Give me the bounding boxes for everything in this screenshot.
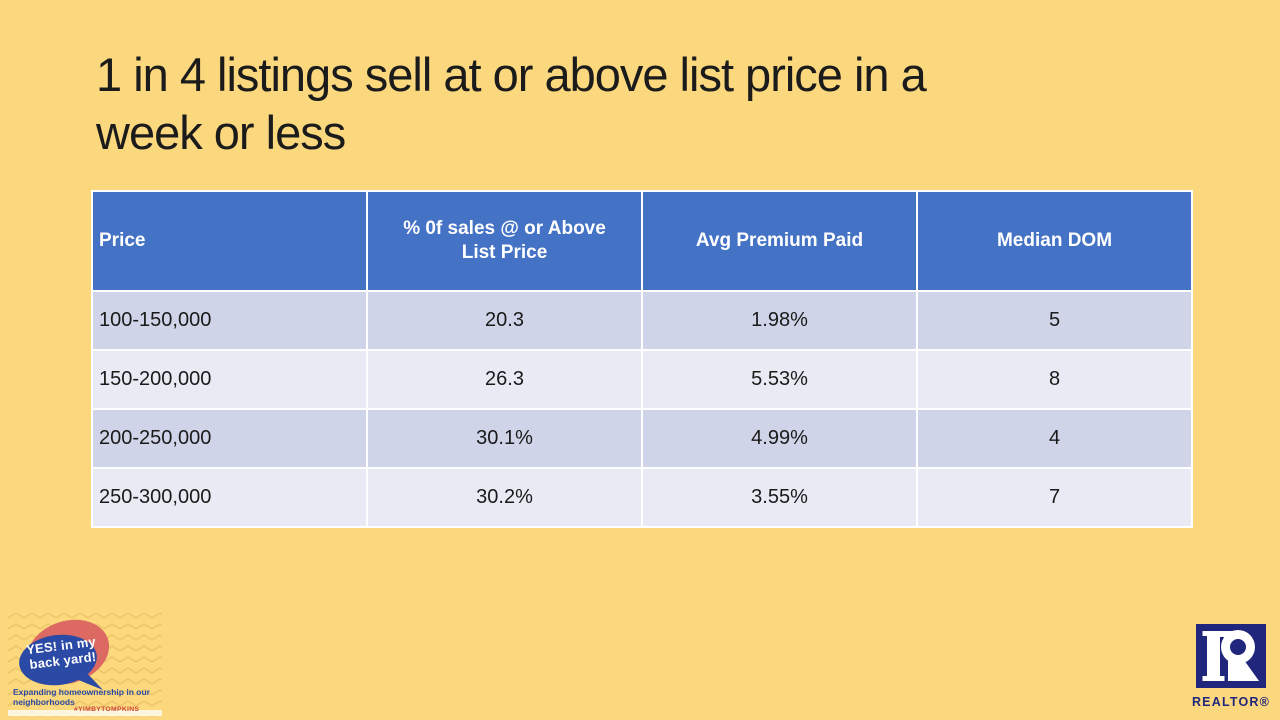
realtor-logo: REALTOR®: [1191, 624, 1271, 709]
column-header-avg-premium-paid: Avg Premium Paid: [641, 190, 918, 292]
realtor-label: REALTOR®: [1191, 695, 1271, 709]
cell-median-dom: 4: [916, 408, 1193, 469]
price-stats-table: Price % 0f sales @ or Above List Price A…: [91, 190, 1193, 528]
yimby-hashtag: #YIMBYTOMPKINS: [74, 706, 140, 713]
cell-avg-premium: 3.55%: [641, 467, 918, 528]
yimby-logo: YES! in my back yard! Expanding homeowne…: [8, 610, 162, 716]
cell-pct-at-or-above: 26.3: [366, 349, 643, 410]
cell-price-range: 200-250,000: [91, 408, 368, 469]
cell-median-dom: 8: [916, 349, 1193, 410]
yimby-tagline: Expanding homeownership in our neighborh…: [13, 687, 150, 707]
column-header-median-dom: Median DOM: [916, 190, 1193, 292]
cell-pct-at-or-above: 20.3: [366, 290, 643, 351]
realtor-r-icon: [1196, 624, 1266, 688]
column-header-price: Price: [91, 190, 368, 292]
cell-pct-at-or-above: 30.1%: [366, 408, 643, 469]
cell-avg-premium: 1.98%: [641, 290, 918, 351]
slide-title: 1 in 4 listings sell at or above list pr…: [96, 46, 927, 162]
slide-title-line-1: 1 in 4 listings sell at or above list pr…: [96, 48, 927, 101]
table-row: 150-200,000 26.3 5.53% 8: [91, 349, 1193, 410]
table-header-row: Price % 0f sales @ or Above List Price A…: [91, 190, 1193, 292]
cell-price-range: 100-150,000: [91, 290, 368, 351]
cell-median-dom: 5: [916, 290, 1193, 351]
cell-price-range: 150-200,000: [91, 349, 368, 410]
cell-avg-premium: 5.53%: [641, 349, 918, 410]
cell-avg-premium: 4.99%: [641, 408, 918, 469]
cell-pct-at-or-above: 30.2%: [366, 467, 643, 528]
yimby-speech-bubble-icon: [8, 610, 162, 716]
slide-title-line-2: week or less: [96, 106, 346, 159]
cell-median-dom: 7: [916, 467, 1193, 528]
yimby-tagline-line-2: neighborhoods: [13, 696, 75, 707]
yimby-tagline-line-1: Expanding homeownership in our: [13, 687, 150, 697]
table-row: 250-300,000 30.2% 3.55% 7: [91, 467, 1193, 528]
cell-price-range: 250-300,000: [91, 467, 368, 528]
table-row: 200-250,000 30.1% 4.99% 4: [91, 408, 1193, 469]
column-header-pct-at-or-above-list: % 0f sales @ or Above List Price: [366, 190, 643, 292]
table-row: 100-150,000 20.3 1.98% 5: [91, 290, 1193, 351]
